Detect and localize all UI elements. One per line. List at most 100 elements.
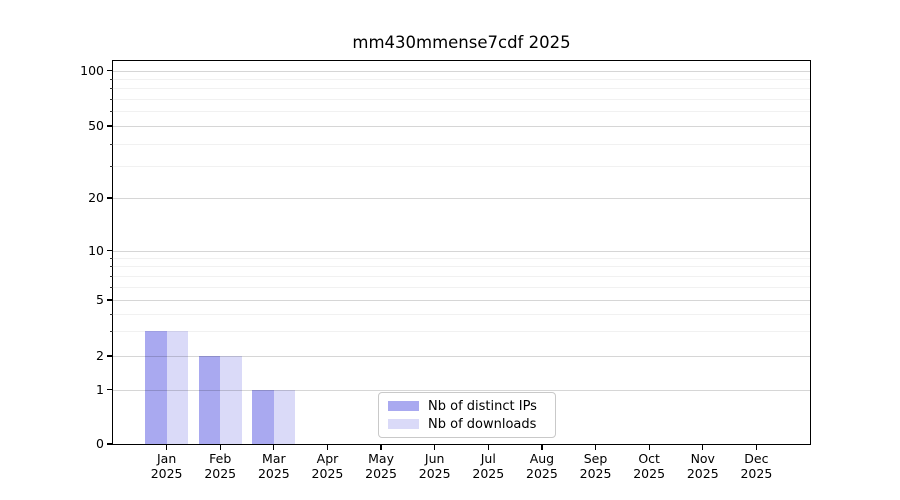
- x-tick-mark: [755, 444, 757, 450]
- x-tick-year: 2025: [740, 466, 773, 481]
- x-tick-label: Sep 2025: [566, 451, 626, 481]
- gridline-minor: [113, 78, 810, 80]
- legend: Nb of distinct IPs Nb of downloads: [378, 392, 556, 438]
- y-minor-tick-mark: [109, 258, 113, 260]
- bar-downloads: [220, 356, 242, 444]
- legend-label-downloads: Nb of downloads: [428, 416, 537, 432]
- y-tick-mark: [107, 355, 113, 357]
- x-tick-month: Sep: [583, 451, 608, 466]
- x-tick-mark: [434, 444, 436, 450]
- y-tick-mark: [107, 443, 113, 445]
- bar-downloads: [273, 389, 296, 444]
- x-tick-label: Aug 2025: [512, 451, 572, 481]
- x-tick-mark: [487, 444, 489, 450]
- gridline-minor: [113, 88, 810, 90]
- x-tick-month: Nov: [690, 451, 715, 466]
- x-tick-label: Nov 2025: [673, 451, 733, 481]
- x-tick-month: Jun: [424, 451, 445, 466]
- x-tick-month: May: [368, 451, 394, 466]
- chart-title: mm430mmense7cdf 2025: [352, 33, 571, 52]
- y-tick-label: 2: [96, 348, 104, 363]
- y-tick-label: 50: [88, 118, 104, 133]
- y-tick-label: 100: [80, 62, 104, 78]
- plot-area: [112, 60, 811, 445]
- x-tick-year: 2025: [150, 466, 183, 481]
- y-tick-label: 10: [88, 242, 104, 258]
- y-tick-mark: [107, 125, 113, 127]
- x-tick-mark: [648, 444, 650, 450]
- x-tick-month: Apr: [316, 451, 339, 466]
- y-minor-tick-mark: [109, 266, 113, 268]
- gridline-minor: [113, 313, 810, 315]
- x-tick-year: 2025: [686, 466, 719, 481]
- gridline-major: [113, 198, 810, 199]
- x-tick-label: Jun 2025: [405, 451, 465, 481]
- bar-downloads: [166, 331, 188, 444]
- y-minor-tick-mark: [109, 78, 113, 80]
- x-tick-year: 2025: [418, 466, 451, 481]
- x-tick-label: Apr 2025: [297, 451, 357, 481]
- legend-row: Nb of downloads: [388, 417, 546, 432]
- x-tick-label: Oct 2025: [619, 451, 679, 481]
- gridline-major: [113, 389, 810, 391]
- y-minor-tick-mark: [109, 313, 113, 315]
- x-tick-month: Mar: [262, 451, 286, 466]
- gridline-major: [113, 300, 810, 301]
- y-tick-label: 5: [96, 292, 104, 307]
- x-tick-month: Jul: [480, 451, 496, 466]
- gridline-major: [113, 250, 810, 252]
- gridline-minor: [113, 166, 810, 168]
- x-tick-year: 2025: [311, 466, 344, 481]
- x-tick-mark: [594, 444, 597, 450]
- y-tick-mark: [107, 69, 113, 72]
- x-tick-year: 2025: [633, 466, 666, 481]
- gridline-minor: [113, 258, 810, 260]
- legend-swatch-distinct-ips: [388, 401, 419, 411]
- x-tick-month: Feb: [209, 451, 232, 466]
- legend-label-distinct-ips: Nb of distinct IPs: [428, 398, 537, 414]
- y-tick-mark: [107, 249, 113, 252]
- gridline-major: [113, 70, 810, 72]
- x-tick-mark: [702, 444, 704, 450]
- y-minor-tick-mark: [109, 143, 113, 145]
- bar-distinct-ips: [198, 356, 221, 444]
- x-tick-year: 2025: [579, 466, 612, 481]
- x-tick-mark: [326, 444, 329, 450]
- y-minor-tick-mark: [109, 111, 113, 113]
- gridline-minor: [113, 331, 810, 333]
- gridline-minor: [113, 99, 810, 101]
- gridline-minor: [113, 111, 810, 113]
- gridline-minor: [113, 286, 810, 288]
- legend-row: Nb of distinct IPs: [388, 399, 546, 414]
- x-tick-month: Aug: [529, 451, 555, 466]
- y-tick-mark: [107, 388, 113, 391]
- y-minor-tick-mark: [109, 286, 113, 288]
- gridline-major: [113, 356, 810, 357]
- x-tick-year: 2025: [365, 466, 397, 481]
- gridline-major: [113, 126, 810, 127]
- gridline-minor: [113, 275, 810, 277]
- x-tick-label: Mar 2025: [244, 451, 304, 481]
- y-tick-mark: [107, 197, 113, 199]
- x-tick-year: 2025: [526, 466, 558, 481]
- y-minor-tick-mark: [109, 166, 113, 168]
- x-tick-month: Jan: [156, 451, 177, 466]
- y-tick-label: 20: [88, 190, 104, 205]
- x-tick-label: May 2025: [351, 451, 411, 481]
- x-tick-mark: [541, 444, 543, 450]
- x-tick-mark: [219, 444, 221, 450]
- x-tick-label: Feb 2025: [190, 451, 250, 481]
- x-tick-label: Dec 2025: [726, 451, 786, 481]
- x-tick-mark: [380, 444, 382, 450]
- x-tick-month: Oct: [638, 451, 660, 466]
- gridline-minor: [113, 143, 810, 145]
- y-tick-mark: [107, 299, 113, 301]
- x-tick-year: 2025: [472, 466, 505, 481]
- x-tick-month: Dec: [744, 451, 769, 466]
- y-minor-tick-mark: [109, 99, 113, 101]
- y-tick-label: 0: [96, 436, 104, 451]
- x-tick-year: 2025: [204, 466, 237, 481]
- bar-distinct-ips: [252, 389, 274, 444]
- x-tick-year: 2025: [257, 466, 290, 481]
